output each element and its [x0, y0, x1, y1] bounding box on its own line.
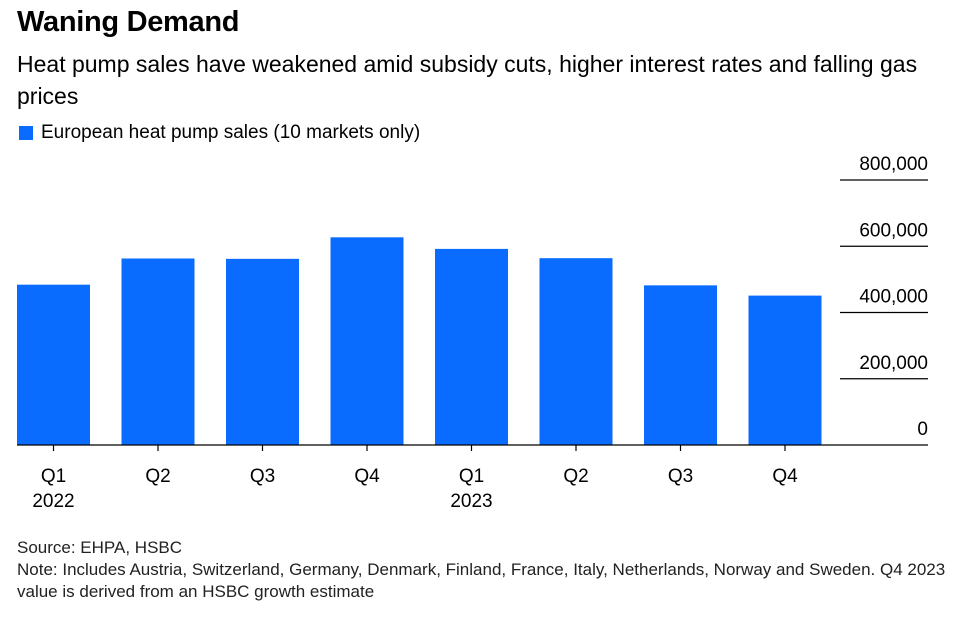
- source-text: Source: EHPA, HSBC: [17, 538, 183, 557]
- x-tick-label: Q4: [354, 466, 380, 487]
- bar: [17, 284, 90, 445]
- bar: [435, 248, 508, 445]
- x-tick-label: Q3: [668, 466, 693, 487]
- x-tick-label: Q2: [563, 466, 588, 487]
- bar: [748, 295, 822, 445]
- bar: [121, 258, 195, 445]
- legend-label: European heat pump sales (10 markets onl…: [41, 122, 421, 143]
- y-tick-label: 0: [917, 419, 928, 440]
- y-tick-label: 800,000: [859, 154, 928, 175]
- x-year-label: 2022: [32, 491, 74, 512]
- bar: [226, 258, 299, 445]
- chart-title: Waning Demand: [17, 6, 240, 38]
- bar: [539, 258, 613, 445]
- y-tick-label: 400,000: [859, 287, 928, 308]
- chart-footer: Source: EHPA, HSBC Note: Includes Austri…: [17, 537, 947, 603]
- legend: European heat pump sales (10 markets onl…: [19, 122, 420, 144]
- x-tick-label: Q3: [250, 466, 275, 487]
- x-tick-label: Q1: [41, 466, 66, 487]
- bar: [330, 237, 404, 445]
- chart-subtitle: Heat pump sales have weakened amid subsi…: [17, 51, 918, 109]
- bar: [644, 285, 717, 445]
- x-tick-label: Q4: [772, 466, 798, 487]
- legend-swatch: [19, 126, 33, 140]
- y-tick-label: 600,000: [859, 220, 928, 241]
- note-text: Note: Includes Austria, Switzerland, Ger…: [17, 560, 946, 601]
- x-year-label: 2023: [450, 491, 492, 512]
- y-tick-label: 200,000: [859, 353, 928, 374]
- x-tick-label: Q1: [459, 466, 484, 487]
- x-tick-label: Q2: [145, 466, 170, 487]
